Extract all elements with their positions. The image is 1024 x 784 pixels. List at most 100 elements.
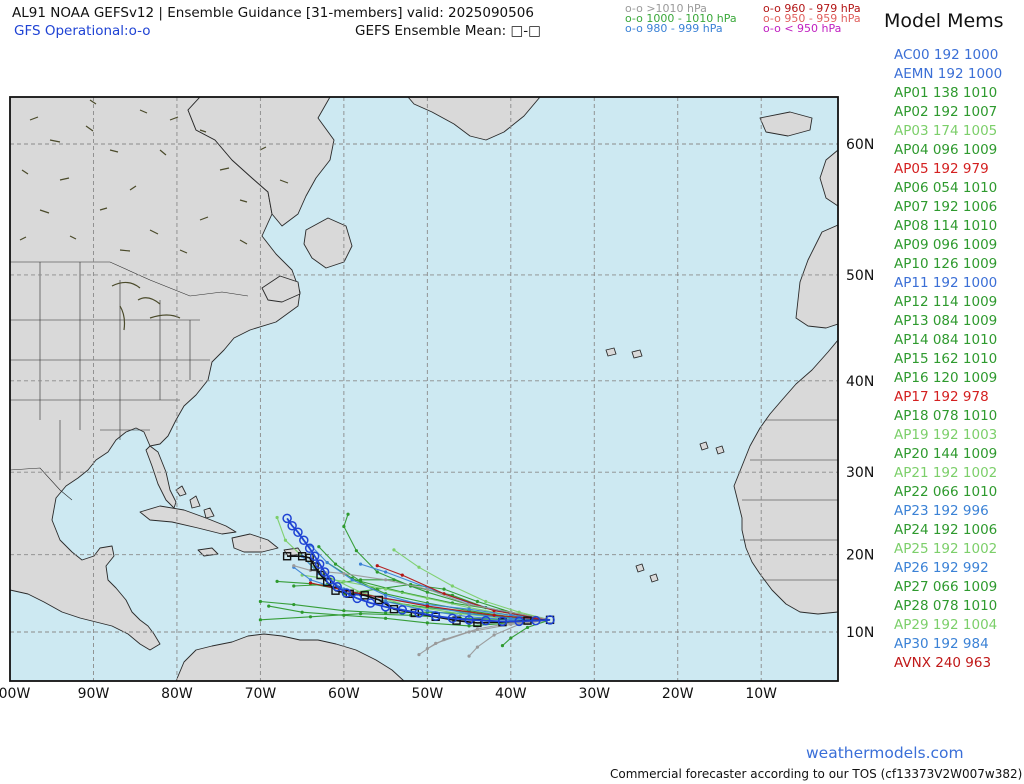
gfs-operational-text: GFS Operational: bbox=[14, 23, 129, 39]
pressure-legend-item: o-o < 950 hPa bbox=[763, 22, 861, 35]
track-point bbox=[467, 607, 471, 611]
track-point bbox=[308, 581, 313, 585]
model-member-item: AP17 192 978 bbox=[894, 389, 989, 405]
africa bbox=[733, 339, 838, 615]
lon-tick-label: 90W bbox=[78, 686, 110, 702]
track-point bbox=[425, 621, 429, 625]
track-point bbox=[425, 647, 429, 651]
tos-footer: Commercial forecaster according to our T… bbox=[610, 767, 1023, 781]
axis-labels: 100W 90W 80W 70W 60W 50W 40W 30W 20W 10W 60N 50N 40N… bbox=[0, 137, 874, 702]
model-member-item: AP19 192 1003 bbox=[894, 427, 998, 443]
mexico-border bbox=[10, 467, 73, 501]
track-point bbox=[417, 565, 421, 569]
ensemble-mean-label: GEFS Ensemble Mean: □-□ bbox=[355, 23, 541, 39]
gfs-operational-point bbox=[481, 615, 491, 626]
track-point bbox=[475, 599, 480, 604]
model-member-item: AP02 192 1007 bbox=[894, 104, 998, 120]
pressure-legend-item: o-o 1000 - 1010 hPa bbox=[625, 13, 737, 24]
pressure-legend-item: o-o 950 - 959 hPa bbox=[763, 12, 861, 25]
lat-tick-label: 10N bbox=[846, 625, 874, 641]
track-point bbox=[384, 593, 388, 597]
land-layer bbox=[10, 97, 838, 681]
model-member-item: AP10 126 1009 bbox=[894, 256, 998, 272]
pressure-legend-marker: o-o bbox=[625, 22, 643, 35]
pressure-legend-label: < 950 hPa bbox=[784, 22, 842, 35]
track-point bbox=[392, 578, 396, 582]
gfs-operational-point bbox=[304, 543, 315, 554]
track-point bbox=[492, 609, 496, 613]
ensemble-mean-point bbox=[310, 562, 319, 571]
track-point bbox=[384, 611, 388, 615]
gfs-operational-point bbox=[293, 527, 303, 537]
ensemble-mean-point bbox=[297, 552, 307, 561]
website-watermark[interactable]: weathermodels.com bbox=[806, 744, 964, 762]
lon-tick-label: 60W bbox=[328, 686, 360, 702]
lon-tick-label: 10W bbox=[745, 686, 777, 702]
gfs-operational-track bbox=[286, 517, 551, 623]
british-isles bbox=[819, 149, 838, 207]
puerto-rico bbox=[283, 547, 303, 557]
lat-tick-label: 30N bbox=[846, 465, 874, 481]
lon-tick-label: 50W bbox=[412, 686, 444, 702]
track-point bbox=[459, 612, 463, 616]
labrador bbox=[187, 97, 335, 227]
track-point bbox=[275, 515, 279, 520]
track-point bbox=[384, 578, 388, 582]
track-point bbox=[292, 602, 296, 607]
model-member-item: AP25 192 1002 bbox=[894, 541, 998, 557]
gfs-operational-point bbox=[514, 616, 524, 627]
africa-borders bbox=[740, 419, 838, 581]
track-point bbox=[292, 584, 296, 588]
model-member-item: AP29 192 1004 bbox=[894, 617, 998, 633]
track-point bbox=[384, 616, 388, 620]
model-member-item: AP05 192 979 bbox=[894, 161, 989, 177]
bahamas bbox=[175, 485, 215, 519]
gfs-operational-point bbox=[531, 615, 541, 626]
cuba bbox=[139, 505, 237, 535]
jamaica bbox=[197, 547, 219, 557]
pressure-legend-label: 950 - 959 hPa bbox=[784, 12, 861, 25]
track-point bbox=[384, 587, 388, 591]
iberia-europe bbox=[795, 224, 838, 329]
pressure-legend-marker: o-o bbox=[763, 12, 781, 25]
ensemble-mean-point bbox=[360, 591, 369, 600]
ensemble-member-track bbox=[293, 565, 551, 621]
track-point bbox=[467, 654, 471, 658]
model-member-item: AP27 066 1009 bbox=[894, 579, 998, 595]
north-america-landmass bbox=[10, 97, 301, 651]
model-member-item: AP03 174 1005 bbox=[894, 123, 998, 139]
track-point bbox=[400, 573, 404, 577]
model-member-item: AP20 144 1009 bbox=[894, 446, 998, 462]
track-point bbox=[375, 564, 379, 568]
lon-tick-label: 40W bbox=[495, 686, 527, 702]
track-point bbox=[308, 615, 313, 619]
track-point bbox=[358, 562, 363, 566]
gfs-operational-point bbox=[282, 513, 292, 524]
track-point bbox=[283, 538, 288, 542]
gfs-operational-point bbox=[545, 615, 555, 625]
track-point bbox=[442, 587, 446, 591]
track-point bbox=[317, 545, 321, 549]
model-member-item: AP26 192 992 bbox=[894, 560, 989, 576]
track-point bbox=[325, 560, 329, 565]
model-member-item: AP24 192 1006 bbox=[894, 522, 998, 538]
track-point bbox=[392, 548, 396, 552]
lat-tick-label: 60N bbox=[846, 137, 874, 153]
model-member-item: AP22 066 1010 bbox=[894, 484, 998, 500]
track-point bbox=[342, 571, 346, 576]
model-member-item: AP30 192 984 bbox=[894, 636, 989, 652]
pressure-legend-marker: o-o bbox=[625, 2, 643, 15]
track-point bbox=[292, 564, 296, 568]
gfs-operational-point bbox=[332, 582, 342, 592]
track-point bbox=[509, 636, 513, 640]
pressure-legend-marker: o-o bbox=[763, 2, 781, 15]
gfs-operational-point bbox=[464, 615, 474, 625]
model-member-item: AC00 192 1000 bbox=[894, 47, 999, 63]
model-member-item: AP28 078 1010 bbox=[894, 598, 998, 614]
great-lakes bbox=[111, 281, 181, 331]
track-point bbox=[475, 645, 480, 649]
gfs-operational-point bbox=[430, 611, 441, 621]
gfs-operational-point bbox=[380, 602, 391, 612]
track-point bbox=[308, 578, 313, 582]
lon-tick-label: 20W bbox=[662, 686, 694, 702]
